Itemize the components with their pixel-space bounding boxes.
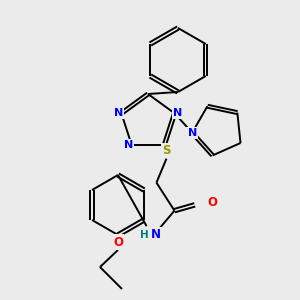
Text: N: N xyxy=(114,108,123,118)
Text: N: N xyxy=(124,140,133,150)
Text: O: O xyxy=(113,236,123,248)
Text: S: S xyxy=(162,144,171,157)
Text: N: N xyxy=(188,128,197,138)
Text: O: O xyxy=(208,196,218,209)
Text: N: N xyxy=(173,108,182,118)
Text: N: N xyxy=(151,228,160,241)
Text: H: H xyxy=(140,230,149,240)
